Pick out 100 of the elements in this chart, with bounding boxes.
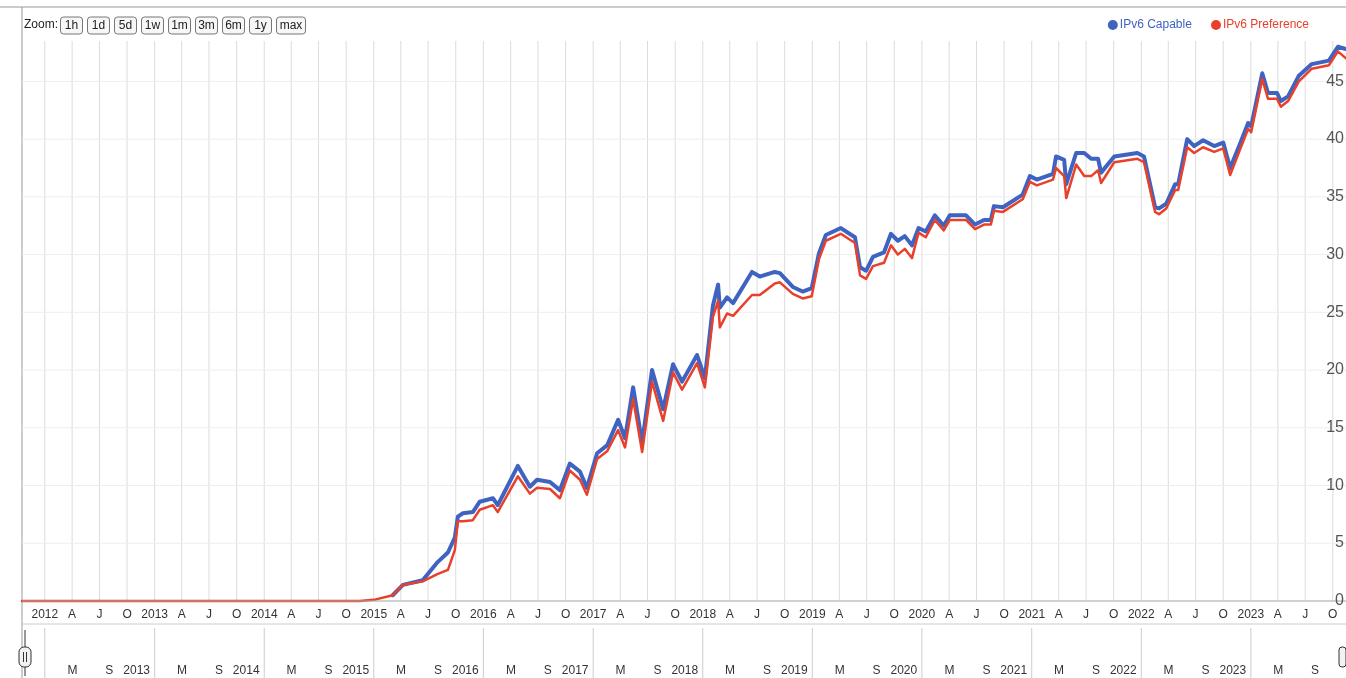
x-tick-label: 2013 [141,607,169,622]
line-series [20,50,1346,603]
x-tick-label: 2012 [31,607,59,622]
x2-tick-label: 2023 [1219,663,1247,678]
x-tick-label: J [425,607,432,622]
x2-tick-label: M [286,663,297,678]
x2-tick-label: M [834,663,845,678]
x-tick-label: A [177,607,186,622]
x2-tick-label: 2013 [123,663,151,678]
x-tick-label: A [1054,607,1063,622]
x2-tick-label: S [653,663,662,678]
x-tick-label: 2019 [798,607,826,622]
x2-tick-label: M [396,663,407,678]
y-tick-label: 0 [1335,591,1345,609]
x-tick-label: O [451,607,461,622]
x2-tick-label: S [434,663,443,678]
x2-tick-label: S [214,663,223,678]
text: 1y [254,17,267,32]
x2-tick-label: S [982,663,991,678]
x2-tick-label: S [1091,663,1100,678]
x2-tick-label: M [1273,663,1284,678]
x-tick-label: 2020 [908,607,936,622]
x-tick-label: O [999,607,1009,622]
x2-tick-label: 2015 [342,663,370,678]
x-tick-label: O [122,607,132,622]
x2-tick-label: M [1163,663,1174,678]
x-tick-label: A [725,607,734,622]
x-tick-label: A [1164,607,1173,622]
x-tick-label: J [96,607,103,622]
y-tick-label: 35 [1326,187,1345,205]
x2-tick-label: M [67,663,78,678]
x-tick-label: A [396,607,405,622]
x2-tick-label: 2016 [451,663,479,678]
x-tick-label: 2023 [1237,607,1265,622]
y-tick-label: 25 [1326,302,1345,320]
x-tick-label: 2021 [1018,607,1046,622]
x2-tick-label: 2014 [232,663,260,678]
x2-tick-label: S [105,663,114,678]
y-tick-label: 5 [1335,533,1345,551]
y-tick-label: 20 [1326,360,1345,378]
x-tick-label: J [1302,607,1309,622]
y-tick-label: 30 [1326,244,1345,262]
legend-label: IPv6 Capable [1119,17,1193,32]
x-tick-label: J [863,607,870,622]
x-tick-label: A [945,607,954,622]
legend-label: IPv6 Preference [1223,17,1310,32]
x-tick-label: 2015 [360,607,388,622]
x-tick-label: J [644,607,651,622]
x-tick-label: 2017 [579,607,607,622]
x2-tick-label: M [176,663,187,678]
x-tick-label: O [780,607,790,622]
x-tick-label: J [1083,607,1090,622]
x2-tick-label: M [944,663,955,678]
y-tick-label: 10 [1326,475,1345,493]
x2-tick-label: M [505,663,516,678]
y-tick-label: 45 [1326,71,1345,89]
x-tick-label: O [231,607,242,622]
text: 1h [64,17,79,32]
x-tick-label: O [1328,607,1338,622]
x-tick-label: 2014 [250,607,278,622]
x-tick-label: 2016 [469,607,498,622]
x-tick-label: O [889,607,899,622]
x-tick-label: A [1273,607,1282,622]
x2-tick-label: S [1311,663,1320,678]
x2-tick-label: S [324,663,333,678]
x2-tick-label: 2018 [671,663,699,678]
x2-tick-label: S [1201,663,1210,678]
x2-tick-label: S [762,663,771,678]
x2-tick-label: S [872,663,881,678]
x2-tick-label: 2019 [780,663,808,678]
text: 5d [118,17,133,32]
y-tick-label: 15 [1326,418,1345,436]
x-tick-label: J [206,607,212,622]
text: Zoom: [24,17,59,32]
x-tick-label: O [1109,607,1119,622]
x2-tick-label: S [543,663,552,678]
x2-tick-label: M [725,663,736,678]
x-tick-label: J [973,607,980,622]
x-tick-label: J [315,607,322,622]
x-tick-label: O [1218,607,1228,622]
x-tick-label: J [534,607,541,622]
x-tick-label: A [68,607,77,622]
x-tick-label: J [1192,607,1199,622]
x-tick-label: O [670,607,680,622]
x2-tick-label: M [615,663,626,678]
x-tick-label: A [835,607,844,622]
x-tick-label: 2022 [1127,607,1155,622]
x-tick-label: A [287,607,296,622]
y-tick-label: 40 [1326,129,1345,147]
x-tick-label: O [341,607,351,622]
x-tick-label: O [560,607,571,622]
x2-tick-label: M [1054,663,1065,678]
x-tick-label: A [506,607,515,622]
x2-tick-label: 2021 [1000,663,1028,678]
x2-tick-label: 2020 [890,663,918,678]
x2-tick-label: 2022 [1109,663,1137,678]
x-tick-label: J [754,607,761,622]
text: 1d [91,17,106,32]
x2-tick-label: 2017 [561,663,589,678]
x-tick-label: 2018 [689,607,717,622]
